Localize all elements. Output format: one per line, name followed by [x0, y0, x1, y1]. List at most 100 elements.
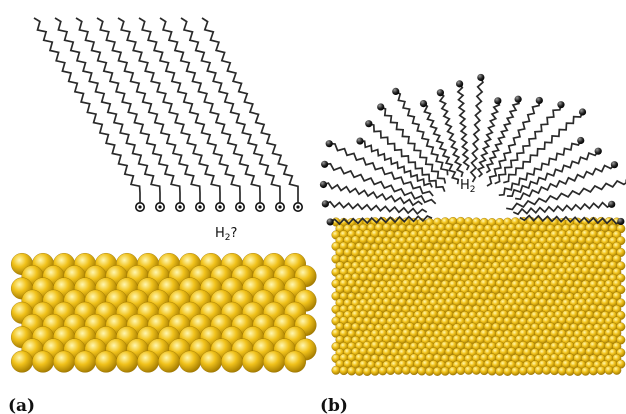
end-group-ball — [557, 101, 565, 109]
gold-atom — [220, 350, 243, 373]
alkyl-chain — [138, 17, 241, 202]
end-group-ball — [419, 99, 428, 108]
end-group-ball — [321, 160, 329, 168]
alkyl-chain — [201, 17, 299, 202]
alkyl-chains-tilted — [33, 17, 299, 202]
gold-atom — [425, 366, 435, 376]
end-group-ball — [477, 73, 485, 82]
gold-atom — [616, 247, 626, 257]
headgroup-core — [258, 205, 262, 209]
gold-atom — [284, 350, 307, 373]
headgroup-core — [138, 205, 142, 209]
gold-atom — [616, 298, 626, 308]
gold-atom — [479, 366, 489, 376]
gold-atom — [471, 365, 481, 375]
gold-atom — [339, 366, 349, 376]
thiol-headgroups — [135, 202, 303, 213]
gold-atom — [331, 365, 341, 375]
alkyl-chain — [506, 150, 599, 197]
gas-label-b: H2 — [460, 178, 476, 195]
headgroup-core — [278, 205, 282, 209]
alkyl-chain — [512, 201, 613, 216]
gold-atom — [53, 350, 76, 373]
end-group-ball — [321, 200, 329, 208]
gold-atom — [263, 350, 286, 373]
end-group-ball — [608, 200, 616, 208]
gold-atom — [604, 365, 614, 375]
gold-atom — [32, 350, 55, 373]
gold-atom — [612, 365, 622, 375]
gold-atom — [115, 350, 138, 373]
gold-atom — [581, 366, 591, 376]
panel-label-b: (b) — [320, 396, 348, 414]
end-group-ball — [436, 89, 444, 97]
alkyl-chain — [324, 162, 437, 205]
end-group-ball — [494, 97, 502, 105]
gold-atom — [94, 350, 117, 373]
end-group-ball — [617, 217, 625, 226]
alkyl-chain — [423, 102, 460, 185]
gold-atom — [596, 365, 606, 375]
gold-atom — [549, 366, 559, 376]
gold-atom — [409, 366, 419, 376]
alkyl-chain — [514, 164, 616, 201]
gold-atom — [362, 366, 372, 376]
end-group-ball — [594, 147, 602, 155]
headgroup-core — [178, 205, 182, 209]
alkyl-chain — [33, 17, 141, 202]
gold-surface-a — [10, 252, 317, 373]
alkyl-chain — [486, 100, 541, 187]
end-group-ball — [456, 80, 464, 88]
alkyl-chain — [323, 182, 423, 207]
panel-label-a: (a) — [8, 396, 35, 414]
end-group-ball — [377, 103, 385, 111]
alkyl-chain — [329, 142, 434, 197]
gold-atom — [354, 366, 364, 376]
gold-atom — [464, 365, 474, 375]
end-group-ball — [535, 96, 543, 105]
headgroup-core — [198, 205, 202, 209]
gold-atom — [495, 366, 505, 376]
gold-atom — [440, 366, 450, 376]
gold-atom — [487, 366, 497, 376]
headgroup-core — [158, 205, 162, 209]
alkyl-chain — [96, 17, 201, 202]
gold-atom — [526, 365, 536, 375]
gold-atom — [565, 366, 575, 376]
end-group-ball — [577, 136, 585, 145]
gold-atom — [178, 350, 201, 373]
gold-atom — [432, 366, 442, 376]
gold-surface-b — [331, 216, 626, 376]
headgroup-core — [296, 205, 300, 209]
end-group-ball — [325, 140, 333, 148]
alkyl-chain — [485, 99, 520, 174]
gold-atom — [10, 350, 34, 373]
gold-atom — [241, 350, 264, 373]
gold-atom — [73, 350, 96, 373]
end-group-ball — [356, 137, 364, 145]
gold-atom — [456, 365, 466, 375]
gold-atom — [136, 350, 159, 373]
gold-atom — [588, 366, 598, 376]
gold-atom — [199, 350, 222, 373]
gold-atom — [542, 365, 552, 375]
alkyl-chain — [503, 111, 584, 184]
gold-atom — [616, 322, 626, 332]
alkyl-chain — [438, 92, 464, 178]
alkyl-chain — [368, 122, 446, 193]
gold-atom — [386, 365, 396, 375]
headgroup-core — [218, 205, 222, 209]
gold-atom — [401, 365, 411, 375]
alkyl-chain — [456, 83, 470, 171]
gold-atom — [573, 366, 583, 376]
gold-atom — [510, 366, 520, 376]
gold-atom — [417, 366, 427, 376]
alkyl-chain — [519, 214, 622, 225]
gold-atom — [557, 366, 567, 376]
end-group-ball — [392, 87, 400, 96]
alkyl-chain — [476, 100, 501, 178]
alkyl-chain — [325, 200, 428, 216]
end-group-ball — [326, 218, 334, 226]
alkyl-chain — [498, 140, 582, 197]
